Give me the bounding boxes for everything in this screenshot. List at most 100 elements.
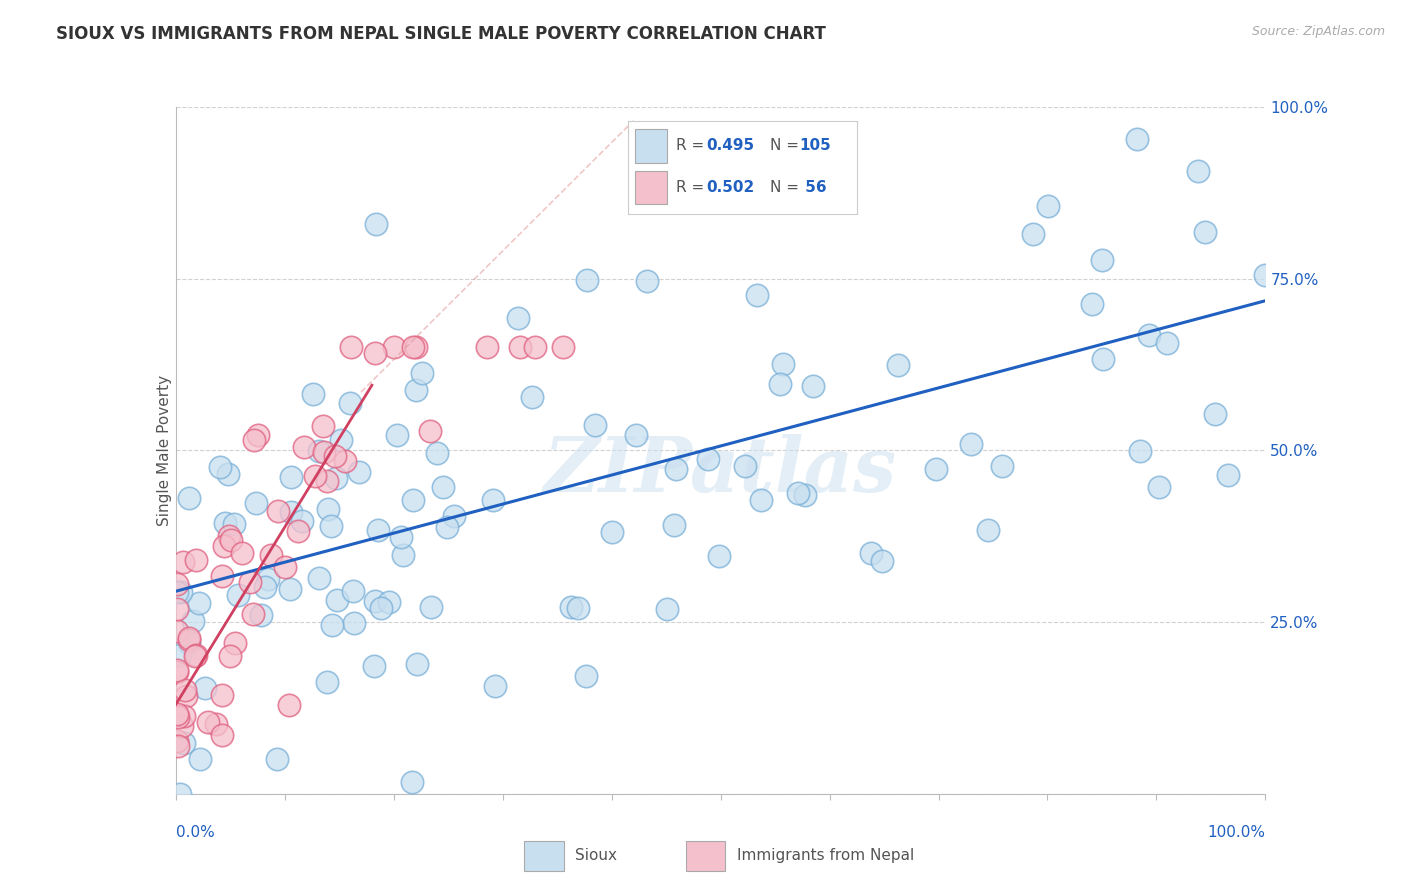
Point (960, 437, 983, 451)
Point (250, 607, 273, 622)
Point (1081, 297, 1104, 311)
Point (405, 384, 427, 398)
Point (291, 515, 314, 529)
Point (636, 274, 658, 288)
Point (925, 462, 948, 476)
Point (347, 465, 370, 479)
Point (211, 728, 233, 742)
Point (166, 734, 188, 748)
Point (219, 533, 242, 548)
Point (426, 445, 449, 459)
Point (169, 648, 191, 662)
Point (793, 488, 815, 502)
Point (1092, 351, 1115, 366)
Point (1129, 444, 1152, 458)
Point (172, 555, 194, 569)
Point (991, 458, 1014, 473)
Point (745, 288, 768, 302)
Point (1036, 199, 1059, 213)
Point (308, 571, 330, 585)
Text: 100.0%: 100.0% (1208, 825, 1265, 839)
FancyBboxPatch shape (636, 171, 666, 204)
Point (205, 716, 228, 731)
Text: 0.495: 0.495 (706, 138, 754, 153)
Point (339, 396, 361, 410)
Point (246, 427, 269, 442)
Text: Immigrants from Nepal: Immigrants from Nepal (737, 848, 914, 863)
Point (340, 340, 363, 354)
Point (287, 524, 309, 539)
Point (326, 592, 349, 607)
Point (1147, 480, 1170, 494)
Point (166, 585, 188, 599)
Point (217, 467, 239, 482)
Point (214, 540, 236, 554)
Point (734, 458, 756, 473)
Point (335, 454, 357, 468)
Point (1216, 468, 1239, 483)
Point (166, 663, 188, 677)
Point (432, 480, 454, 494)
Point (224, 516, 246, 531)
Point (211, 569, 233, 583)
Point (664, 517, 686, 532)
Point (707, 549, 730, 563)
Point (179, 636, 201, 650)
FancyBboxPatch shape (524, 840, 564, 871)
Point (166, 665, 188, 680)
Point (420, 599, 443, 614)
Point (475, 340, 498, 354)
Point (184, 648, 207, 662)
Point (576, 272, 599, 286)
Point (170, 719, 193, 733)
Point (523, 340, 546, 354)
Point (242, 607, 264, 622)
Point (173, 709, 195, 723)
Point (274, 559, 297, 574)
Point (169, 787, 191, 801)
Point (188, 596, 211, 610)
Point (402, 340, 425, 354)
Point (1187, 164, 1209, 178)
Point (1137, 328, 1160, 343)
Point (382, 340, 405, 354)
Point (243, 434, 266, 448)
Point (316, 502, 339, 516)
Point (170, 585, 193, 599)
Point (575, 669, 598, 683)
Point (224, 635, 246, 649)
Point (392, 548, 415, 562)
Point (1253, 268, 1275, 283)
Text: N =: N = (770, 138, 804, 153)
Point (181, 615, 204, 629)
Point (316, 675, 339, 690)
Text: R =: R = (676, 138, 709, 153)
Y-axis label: Single Male Poverty: Single Male Poverty (157, 375, 172, 526)
Point (177, 633, 200, 648)
Point (585, 418, 607, 433)
Point (484, 680, 506, 694)
Point (887, 358, 910, 372)
Point (219, 648, 242, 663)
Point (277, 698, 299, 713)
Point (443, 509, 465, 524)
Point (387, 427, 409, 442)
Point (402, 492, 425, 507)
Point (363, 658, 385, 673)
Point (506, 310, 529, 325)
Point (342, 616, 364, 631)
Point (482, 493, 505, 508)
Text: R =: R = (676, 180, 709, 195)
Point (749, 492, 772, 507)
Point (405, 340, 427, 354)
Point (231, 546, 253, 560)
Point (801, 379, 824, 393)
Point (315, 474, 337, 488)
Point (551, 340, 574, 354)
Point (364, 217, 387, 231)
Point (174, 690, 197, 704)
Point (280, 505, 302, 519)
Point (319, 518, 342, 533)
Point (174, 683, 197, 698)
Point (173, 736, 195, 750)
